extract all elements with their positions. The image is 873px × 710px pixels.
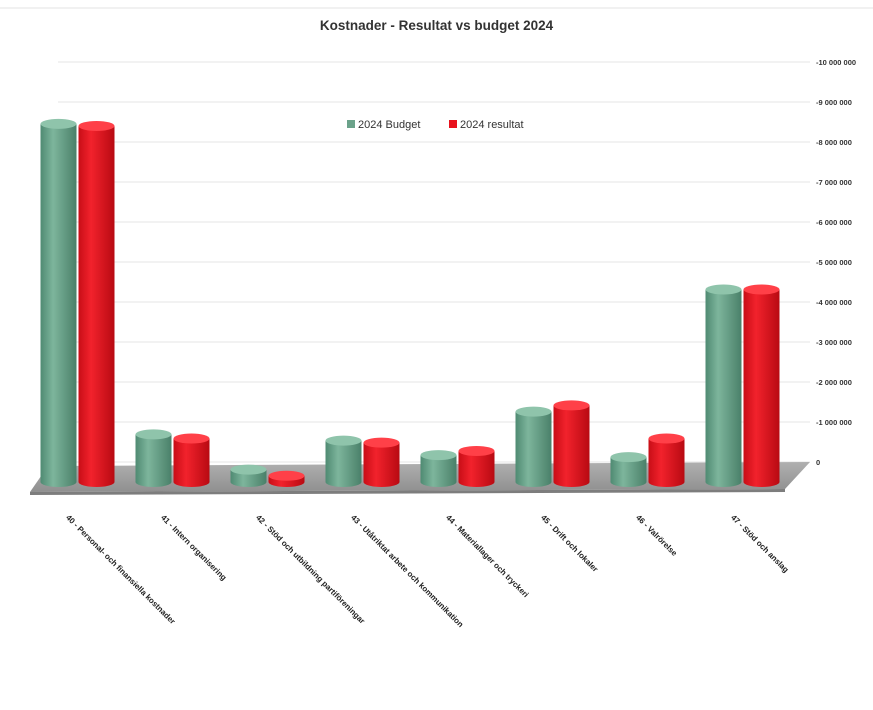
x-tick-label: 46 - Valrörelse: [634, 513, 679, 558]
bar-body: [705, 289, 742, 487]
bar-resultat: [173, 433, 210, 487]
bar-body: [515, 411, 552, 487]
bar-budget: [40, 118, 77, 487]
legend-label: 2024 Budget: [358, 119, 420, 131]
chart-title: Kostnader - Resultat vs budget 2024: [319, 18, 554, 33]
bar-resultat: [743, 284, 780, 487]
x-tick-label: 44 - Materiallager och tryckeri: [444, 513, 530, 599]
bar-body: [325, 440, 362, 487]
bar-body: [458, 450, 495, 487]
bar-resultat: [363, 437, 400, 487]
y-tick-label: -3 000 000: [816, 338, 852, 347]
bar-resultat: [78, 120, 115, 488]
bar-top: [458, 445, 495, 456]
bar-resultat: [648, 433, 685, 487]
legend-swatch: [449, 120, 457, 128]
bar-top: [173, 433, 210, 444]
bar-body: [40, 123, 77, 487]
bar-resultat: [458, 445, 495, 487]
legend: 2024 Budget 2024 resultat: [347, 119, 524, 131]
x-axis: 40 - Personal- och finansiella kostnader…: [64, 513, 790, 629]
x-tick-label: 47 - Stöd och anslag: [729, 513, 790, 574]
y-axis: 0 -1 000 000 -2 000 000 -3 000 000 -4 000 00…: [816, 58, 856, 467]
bar-body: [743, 289, 780, 487]
y-tick-label: -9 000 000: [816, 98, 852, 107]
y-tick-label: -6 000 000: [816, 218, 852, 227]
bar-body: [173, 438, 210, 487]
bar-top: [705, 284, 742, 295]
bar-top: [515, 406, 552, 417]
y-tick-label: -8 000 000: [816, 138, 852, 147]
bar-resultat: [553, 400, 590, 487]
y-tick-label: -4 000 000: [816, 298, 852, 307]
x-tick-label: 40 - Personal- och finansiella kostnader: [64, 513, 177, 626]
x-tick-label: 42 - Stöd och utbildning partiföreningar: [254, 513, 367, 626]
floor-edge: [30, 489, 785, 495]
bar-top: [648, 433, 685, 444]
bar-top: [325, 435, 362, 446]
bar-top: [610, 452, 647, 463]
bar-top: [553, 400, 590, 411]
bar-body: [420, 455, 457, 487]
legend-label: 2024 resultat: [460, 119, 524, 131]
legend-swatch: [347, 120, 355, 128]
x-tick-label: 45 - Drift och lokaler: [539, 513, 600, 574]
y-tick-label: -7 000 000: [816, 178, 852, 187]
bar-top: [230, 464, 267, 475]
bar-top: [743, 284, 780, 295]
y-tick-label: -1 000 000: [816, 418, 852, 427]
x-tick-label: 43 - Utåtriktat arbete och kommunikation: [349, 513, 465, 629]
bar-body: [363, 442, 400, 487]
x-tick-label: 41 - Intern organisering: [159, 513, 228, 582]
bar-budget: [705, 284, 742, 487]
bar-top: [420, 450, 457, 461]
bar-top: [268, 470, 305, 481]
bars: [40, 118, 780, 488]
bar-budget: [230, 464, 267, 487]
bar-top: [135, 429, 172, 440]
bar-top: [363, 437, 400, 448]
bar-body: [135, 434, 172, 487]
bar-body: [648, 438, 685, 487]
bar-budget: [135, 429, 172, 487]
legend-item: 2024 Budget: [347, 119, 420, 131]
bar-body: [78, 125, 115, 488]
y-tick-label: 0: [816, 458, 820, 467]
y-tick-label: -10 000 000: [816, 58, 856, 67]
y-tick-label: -5 000 000: [816, 258, 852, 267]
bar-budget: [420, 450, 457, 487]
bar-budget: [610, 452, 647, 487]
bar-body: [230, 469, 267, 487]
bar-budget: [515, 406, 552, 487]
legend-item: 2024 resultat: [449, 119, 524, 131]
y-tick-label: -2 000 000: [816, 378, 852, 387]
bar-body: [610, 457, 647, 487]
gridlines: [58, 61, 810, 463]
bar-body: [553, 405, 590, 487]
bar-budget: [325, 435, 362, 487]
bar-top: [40, 118, 77, 129]
bar-resultat: [268, 470, 305, 487]
bar-top: [78, 120, 115, 131]
